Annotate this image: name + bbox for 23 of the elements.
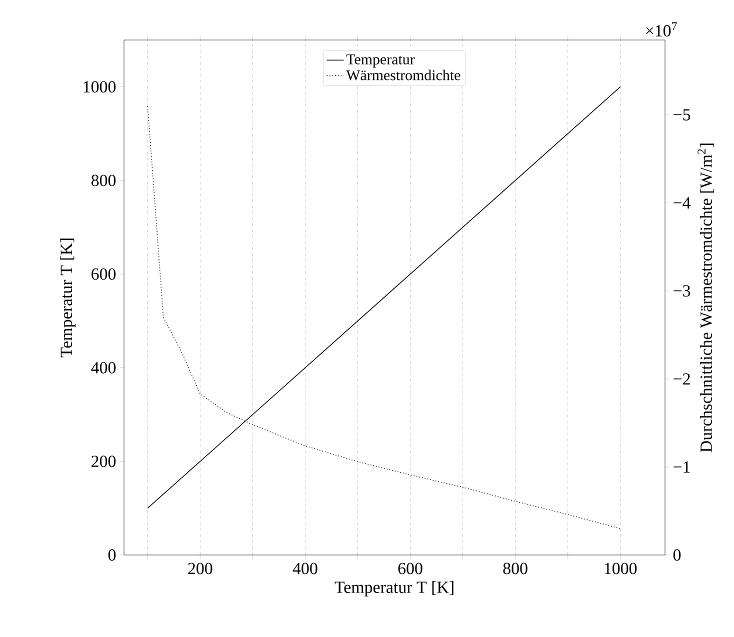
y-tick-label: 600 [92, 268, 116, 280]
x-tick-label: 800 [503, 562, 528, 574]
x-tick-label: 200 [188, 562, 212, 574]
y-tick-label: 1000 [84, 81, 116, 93]
x-tick-label: 600 [398, 562, 422, 574]
legend-label: Wärmestromdichte [346, 70, 460, 80]
legend-label: Temperatur [346, 54, 415, 68]
y-tick-label: 800 [91, 174, 116, 186]
y2-tick-label: −2 [674, 373, 690, 385]
y2-tick-label: −4 [674, 197, 691, 208]
x-axis-title: Temperatur T [K] [334, 581, 454, 596]
y2-tick-label: −3 [674, 285, 690, 297]
y-tick-label: 400 [91, 362, 116, 374]
y2-tick-label: −5 [674, 109, 690, 120]
y-axis-title: Temperatur T [K] [60, 238, 76, 358]
y2-axis-title: Durchschnittliche Wärmestromdichte [W/m$^{2}$] [698, 144, 714, 452]
x-tick-label: 400 [292, 562, 318, 574]
y-tick-label: 0 [108, 549, 116, 561]
text: ×10$^{7}$ [646, 22, 677, 36]
y-tick-label: 200 [92, 456, 116, 468]
y2-tick-label: −1 [674, 461, 690, 473]
y2-tick-label: 0 [673, 549, 681, 561]
x-tick-label: 1000 [604, 562, 637, 574]
